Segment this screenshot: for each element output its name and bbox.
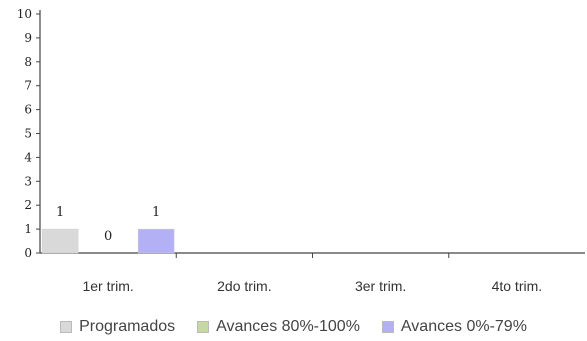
- y-tick-label: 10: [17, 7, 32, 21]
- data-label: 1: [152, 205, 160, 220]
- x-tick-label: 3er trim.: [355, 278, 406, 294]
- y-tick-label: 1: [24, 222, 32, 236]
- y-tick-label: 2: [24, 198, 32, 212]
- y-tick-label: 5: [24, 127, 32, 141]
- y-tick-label: 6: [24, 103, 32, 117]
- legend-label: Programados: [79, 318, 176, 335]
- y-tick-label: 0: [24, 246, 32, 260]
- y-tick-label: 7: [24, 79, 32, 93]
- y-tick-label: 4: [24, 150, 32, 164]
- x-tick-label: 4to trim.: [492, 278, 543, 294]
- legend-swatch: [381, 321, 394, 333]
- legend-swatch: [60, 321, 73, 333]
- legend-item: Programados: [60, 318, 175, 336]
- y-tick-label: 9: [24, 31, 32, 45]
- y-tick-label: 3: [24, 174, 32, 188]
- data-label: 1: [56, 205, 64, 220]
- legend-label: Avances 80%-100%: [216, 318, 360, 335]
- bar: [137, 228, 175, 254]
- x-tick-label: 1er trim.: [82, 278, 133, 294]
- x-tick-label: 2do trim.: [217, 278, 271, 294]
- y-tick-label: 8: [24, 55, 32, 69]
- legend-item: Avances 0%-79%: [381, 318, 527, 336]
- legend-item: Avances 80%-100%: [197, 318, 360, 336]
- legend-swatch: [197, 321, 210, 333]
- legend: Programados Avances 80%-100% Avances 0%-79…: [0, 316, 587, 338]
- bar: [41, 228, 79, 254]
- data-label: 0: [104, 229, 112, 244]
- legend-label: Avances 0%-79%: [400, 318, 527, 335]
